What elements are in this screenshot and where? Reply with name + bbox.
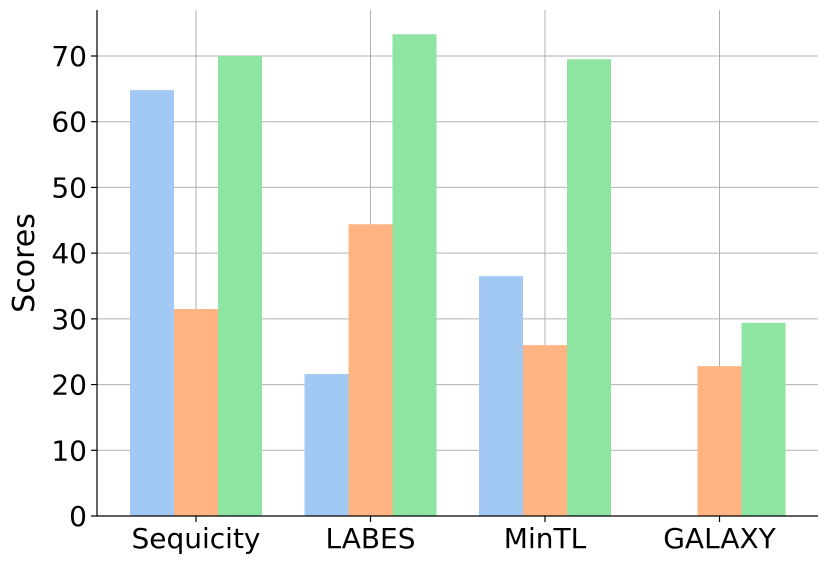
x-tick-label: Sequicity: [131, 522, 260, 555]
y-tick-label: 70: [51, 40, 87, 73]
bar-series-2-galaxy: [697, 366, 742, 516]
bar-series-3-mintl: [567, 59, 611, 517]
bar-series-3-labes: [392, 34, 437, 517]
y-tick-label: 50: [51, 171, 87, 204]
y-tick-label: 60: [51, 106, 87, 139]
bar-series-1-labes: [304, 374, 349, 516]
axes: [96, 10, 818, 517]
tick-labels: 0 10 20 30 40 50 60 70 Sequicity LABES MinTL GALAXY: [51, 40, 776, 555]
x-tick-label: MinTL: [504, 522, 587, 555]
bar-series-1-sequicity: [130, 90, 174, 517]
y-tick-label: 30: [51, 303, 87, 336]
y-axis-label: Scores: [7, 213, 42, 313]
y-tick-label: 0: [69, 500, 87, 533]
bar-series-2-labes: [348, 224, 393, 516]
bar-series-2-mintl: [523, 345, 567, 516]
x-tick-label: GALAXY: [663, 522, 776, 555]
bar-series-3-galaxy: [741, 322, 786, 516]
x-tick-label: LABES: [325, 522, 415, 555]
bar-series-1-mintl: [479, 276, 523, 516]
bars: [130, 34, 786, 517]
y-tick-label: 20: [51, 369, 87, 402]
y-tick-label: 40: [51, 237, 87, 270]
bar-series-3-sequicity: [218, 56, 262, 516]
bar-series-2-sequicity: [174, 309, 218, 516]
y-tick-label: 10: [51, 434, 87, 467]
